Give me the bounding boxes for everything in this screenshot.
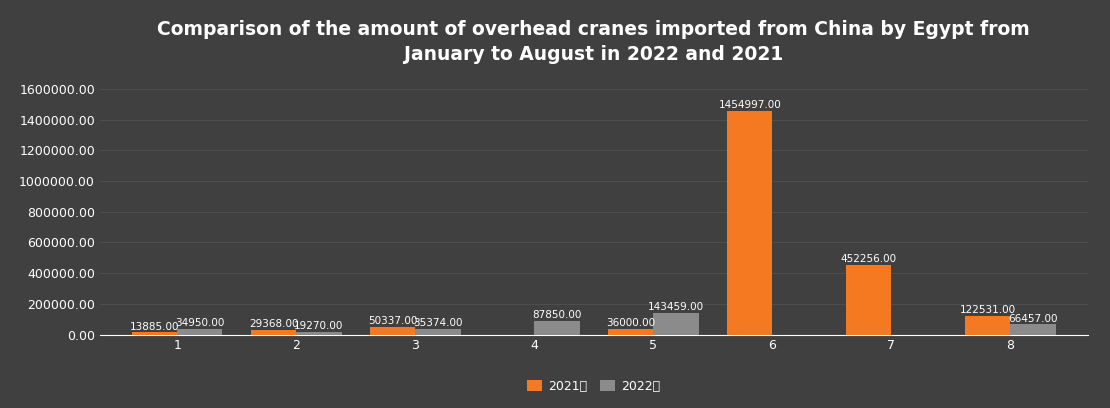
Bar: [178, 329, 222, 335]
Bar: [846, 265, 891, 335]
Text: 29368.00: 29368.00: [249, 319, 299, 329]
Title: Comparison of the amount of overhead cranes imported from China by Egypt from
Ja: Comparison of the amount of overhead cra…: [158, 20, 1030, 64]
Text: 143459.00: 143459.00: [648, 302, 704, 312]
Bar: [534, 321, 579, 335]
Text: 87850.00: 87850.00: [533, 310, 582, 320]
Text: 452256.00: 452256.00: [840, 254, 897, 264]
Bar: [966, 316, 1010, 335]
Text: 66457.00: 66457.00: [1008, 314, 1058, 324]
Text: 50337.00: 50337.00: [369, 316, 417, 326]
Bar: [251, 330, 296, 335]
Text: 1454997.00: 1454997.00: [718, 100, 781, 110]
Bar: [296, 332, 342, 335]
Bar: [608, 329, 654, 335]
Text: 35374.00: 35374.00: [413, 318, 463, 328]
Bar: [415, 329, 461, 335]
Legend: 2021年, 2022年: 2021年, 2022年: [522, 375, 666, 398]
Text: 36000.00: 36000.00: [606, 318, 655, 328]
Text: 19270.00: 19270.00: [294, 321, 344, 331]
Text: 122531.00: 122531.00: [960, 305, 1016, 315]
Bar: [654, 313, 698, 335]
Text: 34950.00: 34950.00: [175, 318, 224, 328]
Bar: [1010, 324, 1056, 335]
Bar: [132, 333, 178, 335]
Bar: [370, 327, 415, 335]
Bar: [727, 111, 773, 335]
Text: 13885.00: 13885.00: [130, 322, 180, 332]
